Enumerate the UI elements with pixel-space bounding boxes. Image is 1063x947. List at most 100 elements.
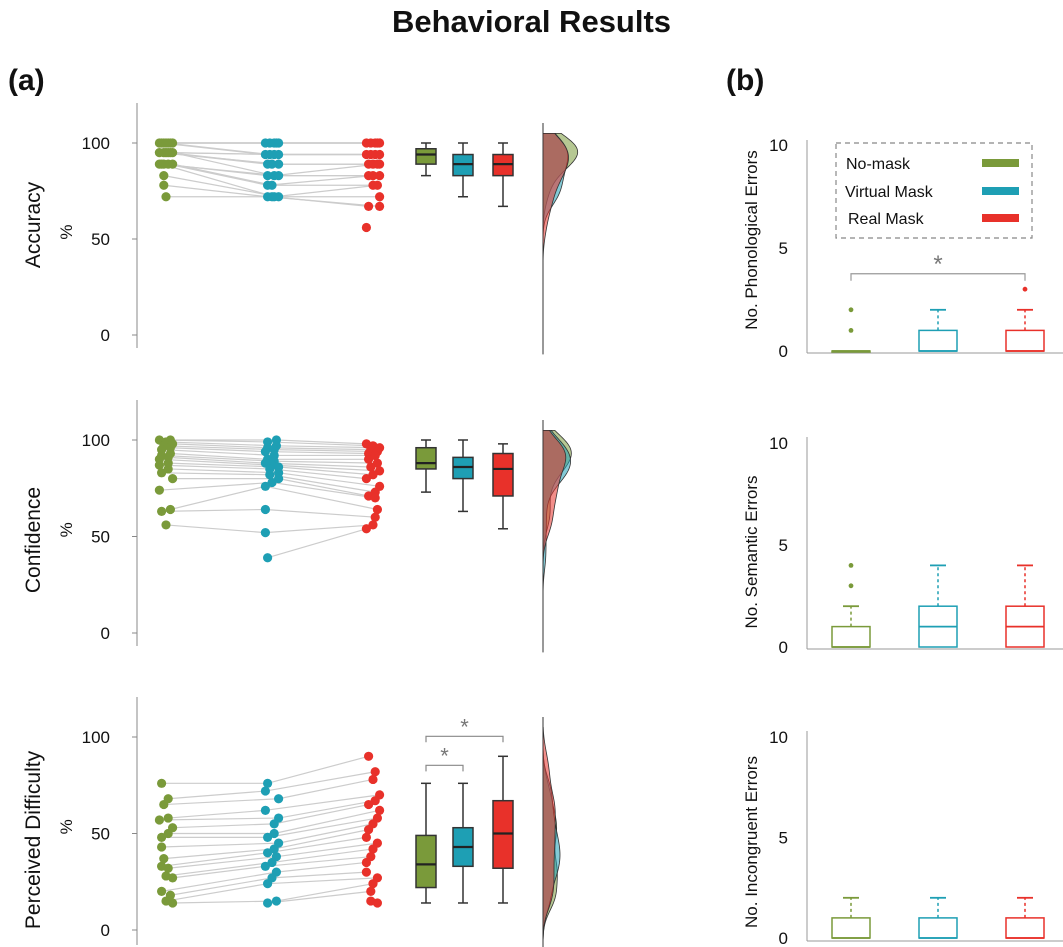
data-point [163, 813, 173, 823]
box-rect [918, 917, 958, 939]
data-point [364, 454, 374, 464]
y-tick-label: 0 [779, 342, 788, 361]
data-point [263, 171, 273, 181]
connecting-line [172, 823, 275, 829]
data-point [157, 832, 167, 842]
data-point [375, 138, 385, 148]
connecting-line [170, 877, 273, 896]
box-rect [1005, 917, 1045, 939]
connecting-line [267, 528, 367, 559]
data-point [159, 799, 169, 810]
data-point [271, 896, 281, 906]
connecting-line [168, 809, 266, 819]
significance-star: * [933, 251, 942, 278]
connecting-line [161, 454, 275, 462]
data-point [159, 180, 169, 190]
data-point [260, 786, 270, 796]
data-point [159, 171, 169, 181]
connecting-line [163, 184, 268, 198]
data-point [370, 767, 380, 777]
connecting-line [265, 485, 378, 511]
legend-swatch [982, 214, 1019, 222]
data-point [274, 192, 284, 202]
panel-a-label: (a) [8, 64, 45, 97]
data-point [157, 842, 167, 852]
data-point [154, 815, 164, 825]
y-tick-label: 50 [91, 825, 110, 844]
data-point [372, 159, 382, 169]
data-point [364, 201, 374, 211]
data-point [372, 504, 382, 515]
connecting-line [274, 163, 378, 177]
data-point [260, 861, 270, 871]
data-point [364, 825, 374, 835]
connecting-line [271, 196, 369, 207]
connecting-line [276, 439, 367, 445]
density-curve [542, 429, 567, 653]
data-point [361, 474, 371, 484]
data-point [263, 778, 273, 788]
connecting-line [278, 800, 376, 819]
connecting-line [265, 450, 369, 455]
legend-label: Real Mask [848, 211, 925, 228]
data-point [274, 159, 284, 169]
data-point [267, 159, 277, 169]
data-point [274, 149, 284, 160]
data-point [263, 848, 273, 858]
data-point [274, 794, 284, 804]
y-tick-label: 100 [82, 431, 110, 450]
connecting-line [274, 803, 369, 825]
connecting-line [267, 441, 374, 447]
y-tick-label: 0 [101, 921, 110, 940]
data-point [364, 799, 374, 810]
connecting-line [163, 445, 275, 451]
connecting-line [170, 447, 266, 453]
data-point [161, 138, 171, 148]
data-point [368, 844, 378, 854]
y-tick-label: 5 [779, 829, 788, 848]
data-point [368, 774, 378, 785]
legend-box [835, 142, 1033, 239]
data-point [168, 159, 178, 169]
data-point [157, 159, 167, 169]
data-point [368, 879, 378, 889]
data-point [168, 474, 178, 484]
connecting-line [159, 481, 273, 491]
data-point [159, 853, 169, 864]
box-rect [918, 329, 958, 352]
y-tick-label: 0 [779, 638, 788, 657]
figure-title: Behavioral Results [391, 4, 672, 39]
connecting-line [170, 152, 279, 156]
connecting-line [165, 861, 273, 877]
connecting-line [267, 817, 378, 838]
data-point [361, 222, 371, 233]
box-rect [415, 834, 437, 889]
data-point [372, 180, 382, 190]
y-unit-label: % [57, 224, 76, 239]
connecting-line [161, 472, 270, 476]
connecting-line [172, 865, 266, 879]
connecting-line [161, 163, 275, 198]
connecting-line [159, 464, 270, 470]
legend-label: No-mask [846, 156, 911, 173]
data-point [364, 751, 374, 761]
connecting-line [265, 794, 380, 811]
y-tick-label: 100 [82, 728, 110, 747]
density-curve [542, 133, 569, 355]
data-point [263, 898, 273, 908]
data-point [267, 180, 277, 190]
data-point [361, 524, 371, 534]
connecting-line [267, 175, 374, 186]
connecting-line [271, 481, 376, 499]
outlier-point [848, 583, 854, 589]
y-tick-label: 100 [82, 134, 110, 153]
connecting-line [265, 856, 371, 867]
legend-swatch [982, 187, 1019, 195]
y-axis-title: Perceived Difficulty [22, 750, 45, 929]
y-tick-label: 50 [91, 528, 110, 547]
data-point [267, 192, 277, 202]
outlier-point [1022, 286, 1028, 292]
data-point [361, 857, 371, 868]
data-point [368, 171, 378, 181]
